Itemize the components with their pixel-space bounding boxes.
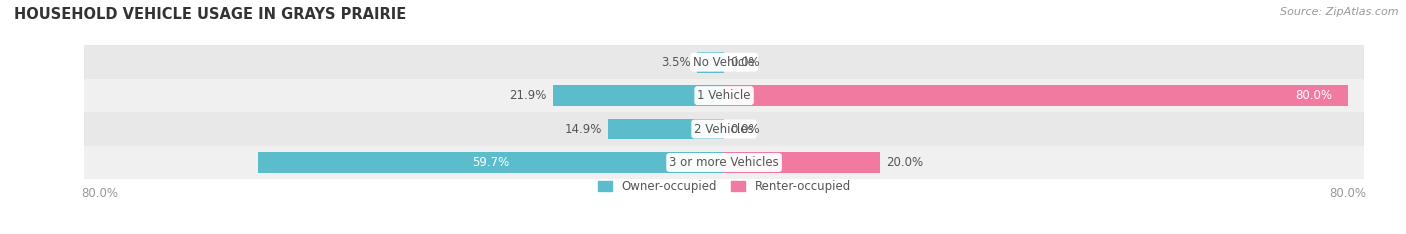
Bar — [84, 45, 1364, 79]
Text: 20.0%: 20.0% — [886, 156, 924, 169]
Bar — [84, 79, 1364, 112]
Bar — [724, 152, 880, 173]
Text: 2 Vehicles: 2 Vehicles — [695, 123, 754, 135]
Text: 0.0%: 0.0% — [730, 56, 761, 69]
Bar — [553, 85, 724, 106]
Bar — [724, 85, 1348, 106]
Bar — [259, 152, 724, 173]
Legend: Owner-occupied, Renter-occupied: Owner-occupied, Renter-occupied — [598, 180, 851, 194]
Text: Source: ZipAtlas.com: Source: ZipAtlas.com — [1281, 7, 1399, 17]
Text: 1 Vehicle: 1 Vehicle — [697, 89, 751, 102]
Bar — [607, 119, 724, 139]
Text: 80.0%: 80.0% — [1295, 89, 1333, 102]
Text: 14.9%: 14.9% — [564, 123, 602, 135]
Text: 3.5%: 3.5% — [661, 56, 690, 69]
Text: No Vehicle: No Vehicle — [693, 56, 755, 69]
Text: HOUSEHOLD VEHICLE USAGE IN GRAYS PRAIRIE: HOUSEHOLD VEHICLE USAGE IN GRAYS PRAIRIE — [14, 7, 406, 22]
Text: 59.7%: 59.7% — [472, 156, 510, 169]
Text: 3 or more Vehicles: 3 or more Vehicles — [669, 156, 779, 169]
Text: 0.0%: 0.0% — [730, 123, 761, 135]
Bar — [697, 52, 724, 73]
Bar — [84, 112, 1364, 146]
Text: 21.9%: 21.9% — [509, 89, 547, 102]
Bar — [84, 146, 1364, 179]
